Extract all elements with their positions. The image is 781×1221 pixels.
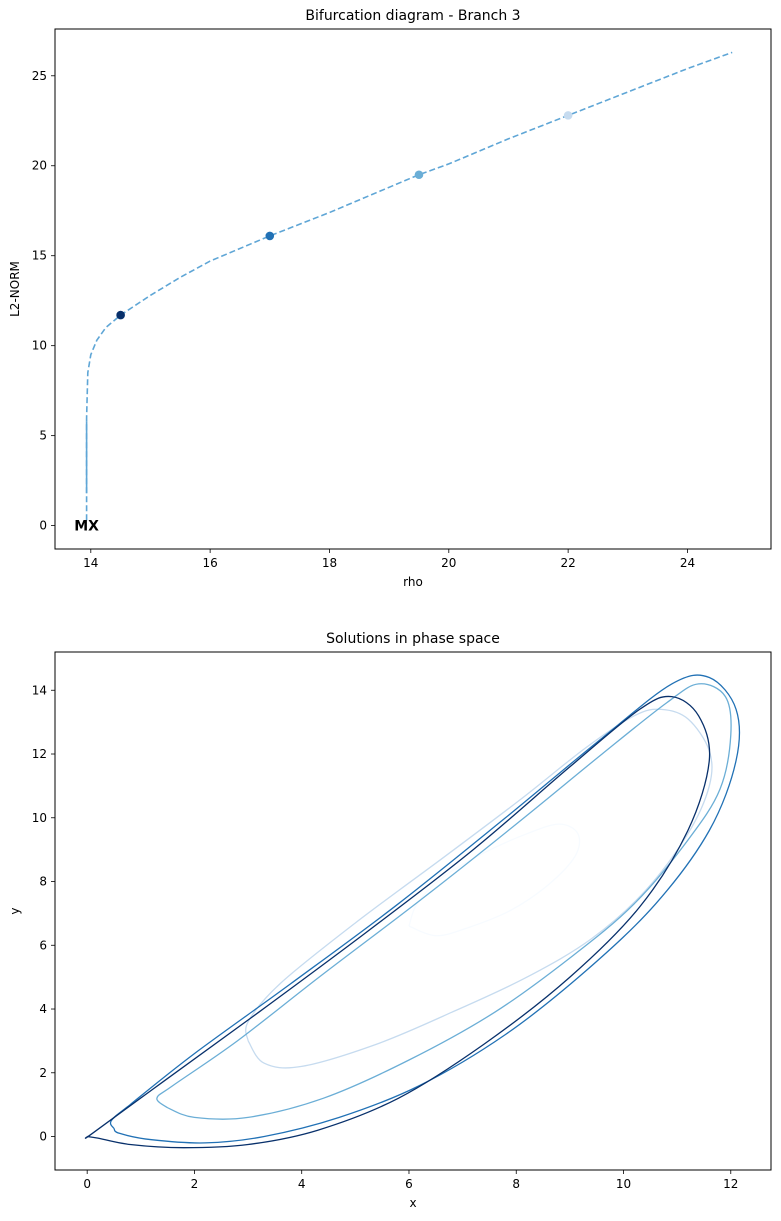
y-tick-label: 0 <box>39 519 47 533</box>
y-tick-label: 25 <box>32 69 47 83</box>
plot-area <box>84 674 741 1149</box>
x-tick-label: 12 <box>723 1177 738 1191</box>
x-tick-label: 14 <box>83 556 98 570</box>
data-point-2 <box>265 231 275 241</box>
x-tick-label: 10 <box>616 1177 631 1191</box>
plot-area <box>85 51 733 521</box>
orbit-2 <box>245 708 713 1069</box>
x-tick-label: 18 <box>322 556 337 570</box>
orbit-3 <box>156 683 732 1120</box>
series-line-dashed <box>85 51 733 521</box>
x-tick-label: 6 <box>405 1177 413 1191</box>
y-tick-label: 2 <box>39 1066 47 1080</box>
chart-title: Bifurcation diagram - Branch 3 <box>305 8 520 24</box>
y-tick-label: 6 <box>39 938 47 952</box>
chart-title: Solutions in phase space <box>326 631 500 647</box>
y-tick-label: 4 <box>39 1002 47 1016</box>
plot-frame <box>54 28 772 550</box>
x-tick-label: 16 <box>202 556 217 570</box>
plot-frame <box>54 651 772 1171</box>
y-tick-label: 20 <box>32 159 47 173</box>
x-axis-label: x <box>409 1196 416 1210</box>
x-tick-label: 0 <box>83 1177 91 1191</box>
x-tick-label: 22 <box>560 556 575 570</box>
y-tick-label: 0 <box>39 1130 47 1144</box>
annotation-label: MX <box>74 519 99 535</box>
y-axis-label: L2-NORM <box>8 261 22 317</box>
y-axis-label: y <box>8 907 22 914</box>
orbit-1 <box>408 823 581 937</box>
y-tick-label: 8 <box>39 875 47 889</box>
y-tick-label: 10 <box>32 811 47 825</box>
orbit-5 <box>84 695 711 1149</box>
data-point-3 <box>414 170 424 180</box>
x-tick-label: 8 <box>512 1177 520 1191</box>
x-tick-label: 4 <box>298 1177 306 1191</box>
data-point-1 <box>116 310 125 320</box>
x-tick-label: 20 <box>441 556 456 570</box>
bifurcation-chart: Bifurcation diagram - Branch 3 MX 14 16 18 20… <box>8 8 772 589</box>
x-tick-label: 24 <box>680 556 695 570</box>
y-tick-label: 14 <box>32 683 47 697</box>
y-tick-label: 12 <box>32 747 47 761</box>
x-axis-label: rho <box>403 575 423 589</box>
phase-space-chart: Solutions in phase space 0 2 4 6 8 10 12 0 2 4 6 8 10… <box>8 631 772 1210</box>
data-point-4 <box>563 111 573 120</box>
y-tick-label: 10 <box>32 339 47 353</box>
y-tick-label: 5 <box>39 429 47 443</box>
x-tick-label: 2 <box>191 1177 199 1191</box>
orbit-4 <box>109 674 741 1144</box>
y-tick-label: 15 <box>32 249 47 263</box>
